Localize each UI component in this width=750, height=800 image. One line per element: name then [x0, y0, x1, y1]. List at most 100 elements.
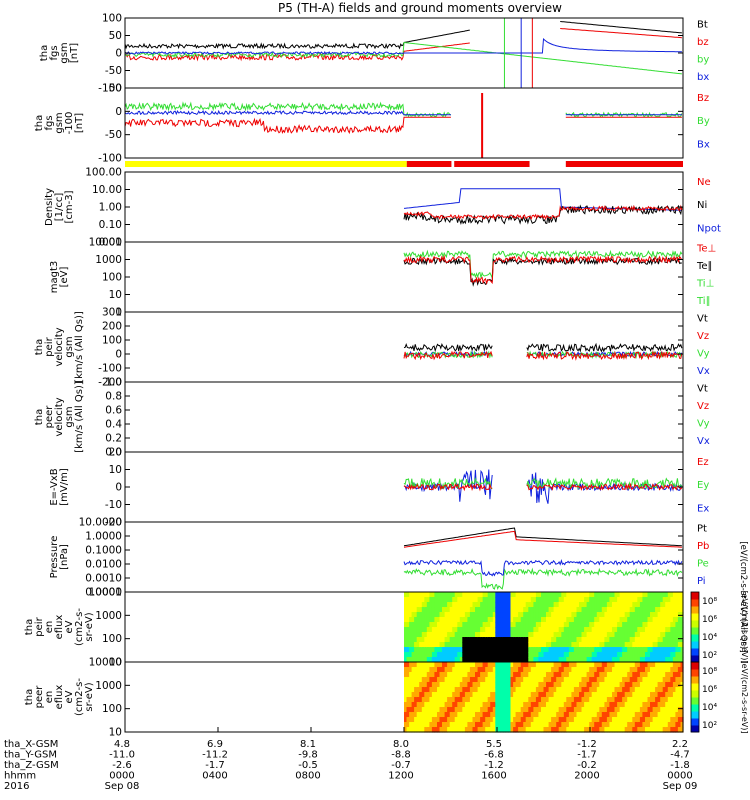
spectrogram-cell: [599, 597, 603, 603]
spectrogram-cell: [469, 707, 473, 713]
spectrogram-cell: [505, 722, 509, 728]
spectrogram-cell: [561, 727, 565, 733]
spectrogram-cell: [487, 702, 491, 708]
spectrogram-cell: [543, 667, 547, 673]
spectrogram-cell: [609, 697, 613, 703]
colorbar-tick: 10⁴: [702, 633, 717, 643]
spectrogram-cell: [426, 632, 430, 638]
spectrogram-cell: [495, 672, 499, 678]
spectrogram-cell: [434, 617, 438, 623]
spectrogram-cell: [411, 612, 415, 618]
spectrogram-cell: [571, 642, 575, 648]
spectrogram-cell: [411, 687, 415, 693]
spectrogram-cell: [467, 622, 471, 628]
spectrogram-cell: [439, 712, 443, 718]
spectrogram-cell: [475, 632, 479, 638]
spectrogram-cell: [584, 727, 588, 733]
spectrogram-cell: [624, 597, 628, 603]
spectrogram-cell: [637, 647, 641, 653]
spectrogram-cell: [457, 612, 461, 618]
spectrogram-cell: [475, 602, 479, 608]
spectrogram-cell: [535, 727, 539, 733]
spectrogram-cell: [421, 592, 425, 598]
spectrogram-cell: [642, 702, 646, 708]
spectrogram-cell: [495, 717, 499, 723]
spectrogram-cell: [650, 722, 654, 728]
spectrogram-cell: [513, 602, 517, 608]
spectrogram-cell: [612, 677, 616, 683]
x-axis-value: -2.6: [112, 760, 132, 771]
spectrogram-cell: [520, 707, 524, 713]
spectrogram-cell: [431, 642, 435, 648]
spectrogram-cell: [416, 602, 420, 608]
spectrogram-cell: [563, 657, 567, 663]
spectrogram-cell: [482, 597, 486, 603]
spectrogram-cell: [444, 617, 448, 623]
spectrogram-cell: [477, 602, 481, 608]
spectrogram-cell: [612, 612, 616, 618]
spectrogram-cell: [571, 632, 575, 638]
spectrogram-cell: [452, 692, 456, 698]
spectrogram-cell: [576, 692, 580, 698]
spectrogram-cell: [447, 647, 451, 653]
spectrogram-cell: [505, 602, 509, 608]
x-axis-value: 5.5: [486, 739, 502, 750]
spectrogram-cell: [424, 642, 428, 648]
spectrogram-cell: [421, 617, 425, 623]
spectrogram-cell: [563, 642, 567, 648]
spectrogram-cell: [617, 597, 621, 603]
spectrogram-cell: [589, 657, 593, 663]
spectrogram-cell: [464, 672, 468, 678]
spectrogram-cell: [434, 702, 438, 708]
spectrogram-cell: [543, 607, 547, 613]
spectrogram-cell: [601, 602, 605, 608]
y-tick-label: 0.01: [99, 237, 122, 249]
spectrogram-cell: [655, 627, 659, 633]
spectrogram-cell: [601, 672, 605, 678]
spectrogram-cell: [449, 622, 453, 628]
spectrogram-cell: [563, 662, 567, 668]
spectrogram-cell: [472, 722, 476, 728]
spectrogram-cell: [632, 642, 636, 648]
spectrogram-cell: [568, 697, 572, 703]
spectrogram-cell: [655, 617, 659, 623]
spectrogram-cell: [561, 662, 565, 668]
spectrogram-cell: [538, 597, 542, 603]
spectrogram-cell: [535, 642, 539, 648]
spectrogram-cell: [454, 602, 458, 608]
spectrogram-cell: [404, 642, 408, 648]
spectrogram-cell: [421, 682, 425, 688]
spectrogram-cell: [672, 652, 676, 658]
spectrogram-cell: [452, 677, 456, 683]
spectrogram-cell: [495, 607, 499, 613]
spectrogram-cell: [614, 712, 618, 718]
spectrogram-cell: [500, 717, 504, 723]
spectrogram-cell: [414, 727, 418, 733]
spectrogram-cell: [518, 602, 522, 608]
spectrogram-cell: [500, 637, 504, 643]
spectrogram-cell: [490, 722, 494, 728]
spectrogram-cell: [627, 632, 631, 638]
spectrogram-cell: [437, 712, 441, 718]
spectrogram-cell: [568, 602, 572, 608]
spectrogram-cell: [541, 672, 545, 678]
spectrogram-cell: [475, 717, 479, 723]
spectrogram-cell: [601, 652, 605, 658]
spectrogram-cell: [675, 697, 679, 703]
spectrogram-cell: [579, 697, 583, 703]
y-tick-label: 50: [109, 30, 122, 42]
spectrogram-cell: [622, 702, 626, 708]
spectrogram-cell: [629, 692, 633, 698]
spectrogram-cell: [513, 662, 517, 668]
spectrogram-cell: [541, 647, 545, 653]
spectrogram-cell: [634, 667, 638, 673]
spectrogram-cell: [497, 722, 501, 728]
spectrogram-cell: [612, 697, 616, 703]
spectrogram-cell: [464, 717, 468, 723]
spectrogram-cell: [680, 592, 684, 598]
spectrogram-cell: [480, 612, 484, 618]
spectrogram-cell: [604, 617, 608, 623]
spectrogram-cell: [589, 627, 593, 633]
spectrogram-cell: [533, 602, 537, 608]
spectrogram-cell: [558, 677, 562, 683]
